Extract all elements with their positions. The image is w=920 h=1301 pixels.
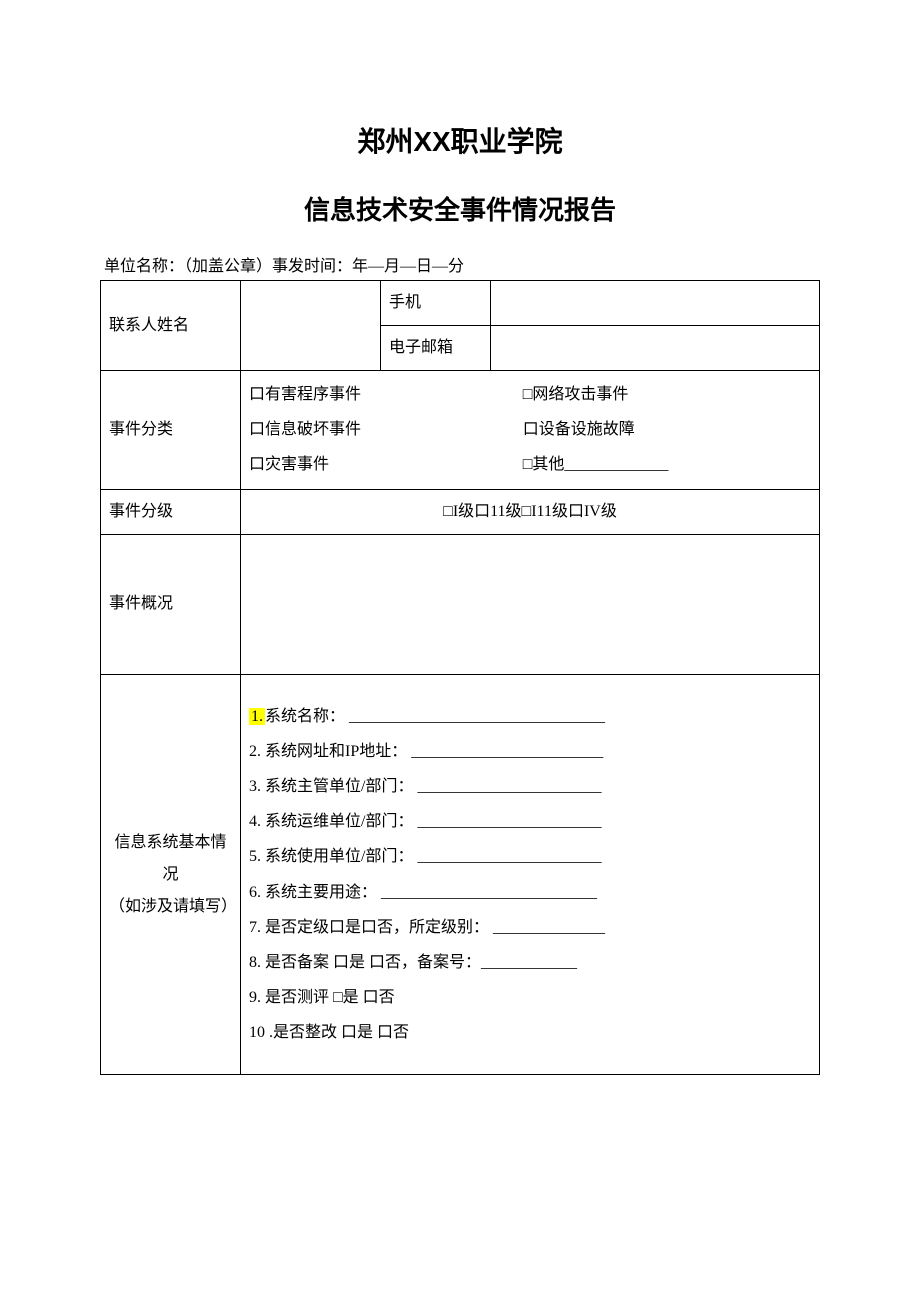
label-level: 事件分级 [101,489,241,534]
sys-line-4: 4. 系统运维单位/部门： _______________________ [249,804,811,839]
sys-line-5: 5. 系统使用单位/部门： _______________________ [249,839,811,874]
row-category: 事件分类 口有害程序事件 口信息破坏事件 口灾害事件 □网络攻击事件 口设备设施… [101,371,820,490]
doc-title-1: 郑州XX职业学院 [100,120,820,160]
cell-phone-value [491,281,820,326]
cell-contact-value [241,281,381,371]
cat-opt-harmful: 口有害程序事件 [249,377,519,412]
cell-level: □I级口11级□I11级口IV级 [241,489,820,534]
sys-line-2: 2. 系统网址和IP地址： ________________________ [249,734,811,769]
sys-line-3: 3. 系统主管单位/部门： _______________________ [249,769,811,804]
cat-opt-failure: 口设备设施故障 [523,412,793,447]
cat-opt-destroy: 口信息破坏事件 [249,412,519,447]
label-category: 事件分类 [101,371,241,490]
sys1-text: 系统名称： ________________________________ [265,708,605,725]
label-sysinfo: 信息系统基本情况 （如涉及请填写） [101,674,241,1075]
sys-line-1: 1.系统名称： ________________________________ [249,699,811,734]
row-level: 事件分级 □I级口11级□I11级口IV级 [101,489,820,534]
cell-email-value [491,326,820,371]
label-email: 电子邮箱 [381,326,491,371]
sys1-highlight: 1. [249,708,265,725]
doc-title-2: 信息技术安全事件情况报告 [100,190,820,227]
label-phone: 手机 [381,281,491,326]
row-contact: 联系人姓名 手机 [101,281,820,326]
label-sysinfo-line2: （如涉及请填写） [109,891,232,923]
label-sysinfo-line1: 信息系统基本情况 [109,827,232,891]
meta-line: 单位名称：（加盖公章）事发时间：年—月—日—分 [100,252,820,276]
cell-sysinfo: 1.系统名称： ________________________________… [241,674,820,1075]
cat-opt-attack: □网络攻击事件 [523,377,793,412]
sys-line-9: 9. 是否测评 □是 口否 [249,980,811,1015]
cell-category: 口有害程序事件 口信息破坏事件 口灾害事件 □网络攻击事件 口设备设施故障 □其… [241,371,820,490]
cat-opt-disaster: 口灾害事件 [249,447,519,482]
sys-line-6: 6. 系统主要用途： ___________________________ [249,875,811,910]
sys-line-10: 10 .是否整改 口是 口否 [249,1015,811,1050]
report-table: 联系人姓名 手机 电子邮箱 事件分类 口有害程序事件 口信息破坏事件 口灾害事件… [100,280,820,1075]
sys-line-8: 8. 是否备案 口是 口否，备案号：____________ [249,945,811,980]
row-overview: 事件概况 [101,534,820,674]
cat-opt-other: □其他_____________ [523,447,793,482]
cell-overview [241,534,820,674]
label-overview: 事件概况 [101,534,241,674]
sys-line-7: 7. 是否定级口是口否，所定级别： ______________ [249,910,811,945]
label-contact: 联系人姓名 [101,281,241,371]
row-sysinfo: 信息系统基本情况 （如涉及请填写） 1.系统名称： ______________… [101,674,820,1075]
